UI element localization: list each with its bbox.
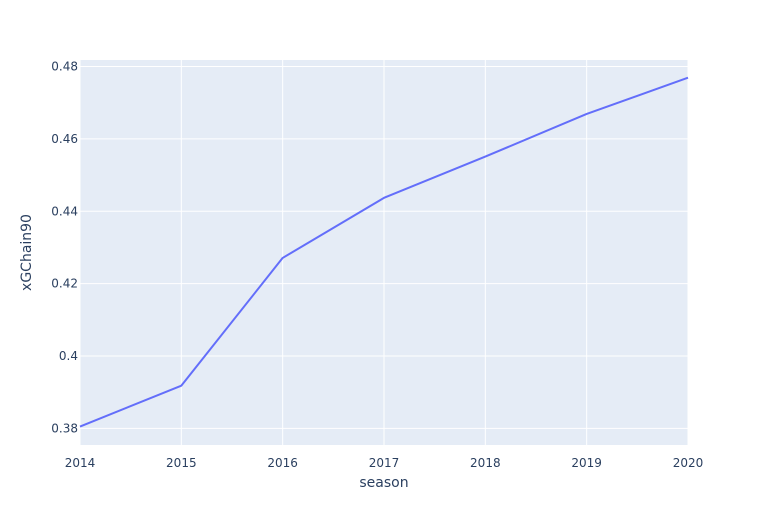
grid-lines (79, 60, 689, 445)
y-tick-labels: 0.38 0.4 0.42 0.44 0.46 0.48 (51, 60, 78, 436)
x-tick-label: 2020 (673, 456, 704, 470)
y-tick-label: 0.48 (51, 60, 78, 74)
y-tick-label: 0.38 (51, 421, 78, 435)
x-tick-label: 2019 (571, 456, 602, 470)
y-tick-label: 0.42 (51, 277, 78, 291)
x-tick-label: 2018 (470, 456, 501, 470)
y-tick-label: 0.44 (51, 204, 78, 218)
x-tick-label: 2014 (65, 456, 96, 470)
series-group (79, 76, 689, 428)
y-tick-label: 0.4 (59, 349, 78, 363)
y-tick-label: 0.46 (51, 132, 78, 146)
series-line (79, 76, 689, 428)
x-tick-label: 2016 (267, 456, 298, 470)
x-tick-label: 2015 (166, 456, 197, 470)
x-tick-labels: 2014 2015 2016 2017 2018 2019 2020 (65, 456, 704, 470)
y-axis-title: xGChain90 (19, 214, 35, 291)
x-tick-label: 2017 (369, 456, 400, 470)
x-axis-title: season (359, 475, 408, 491)
